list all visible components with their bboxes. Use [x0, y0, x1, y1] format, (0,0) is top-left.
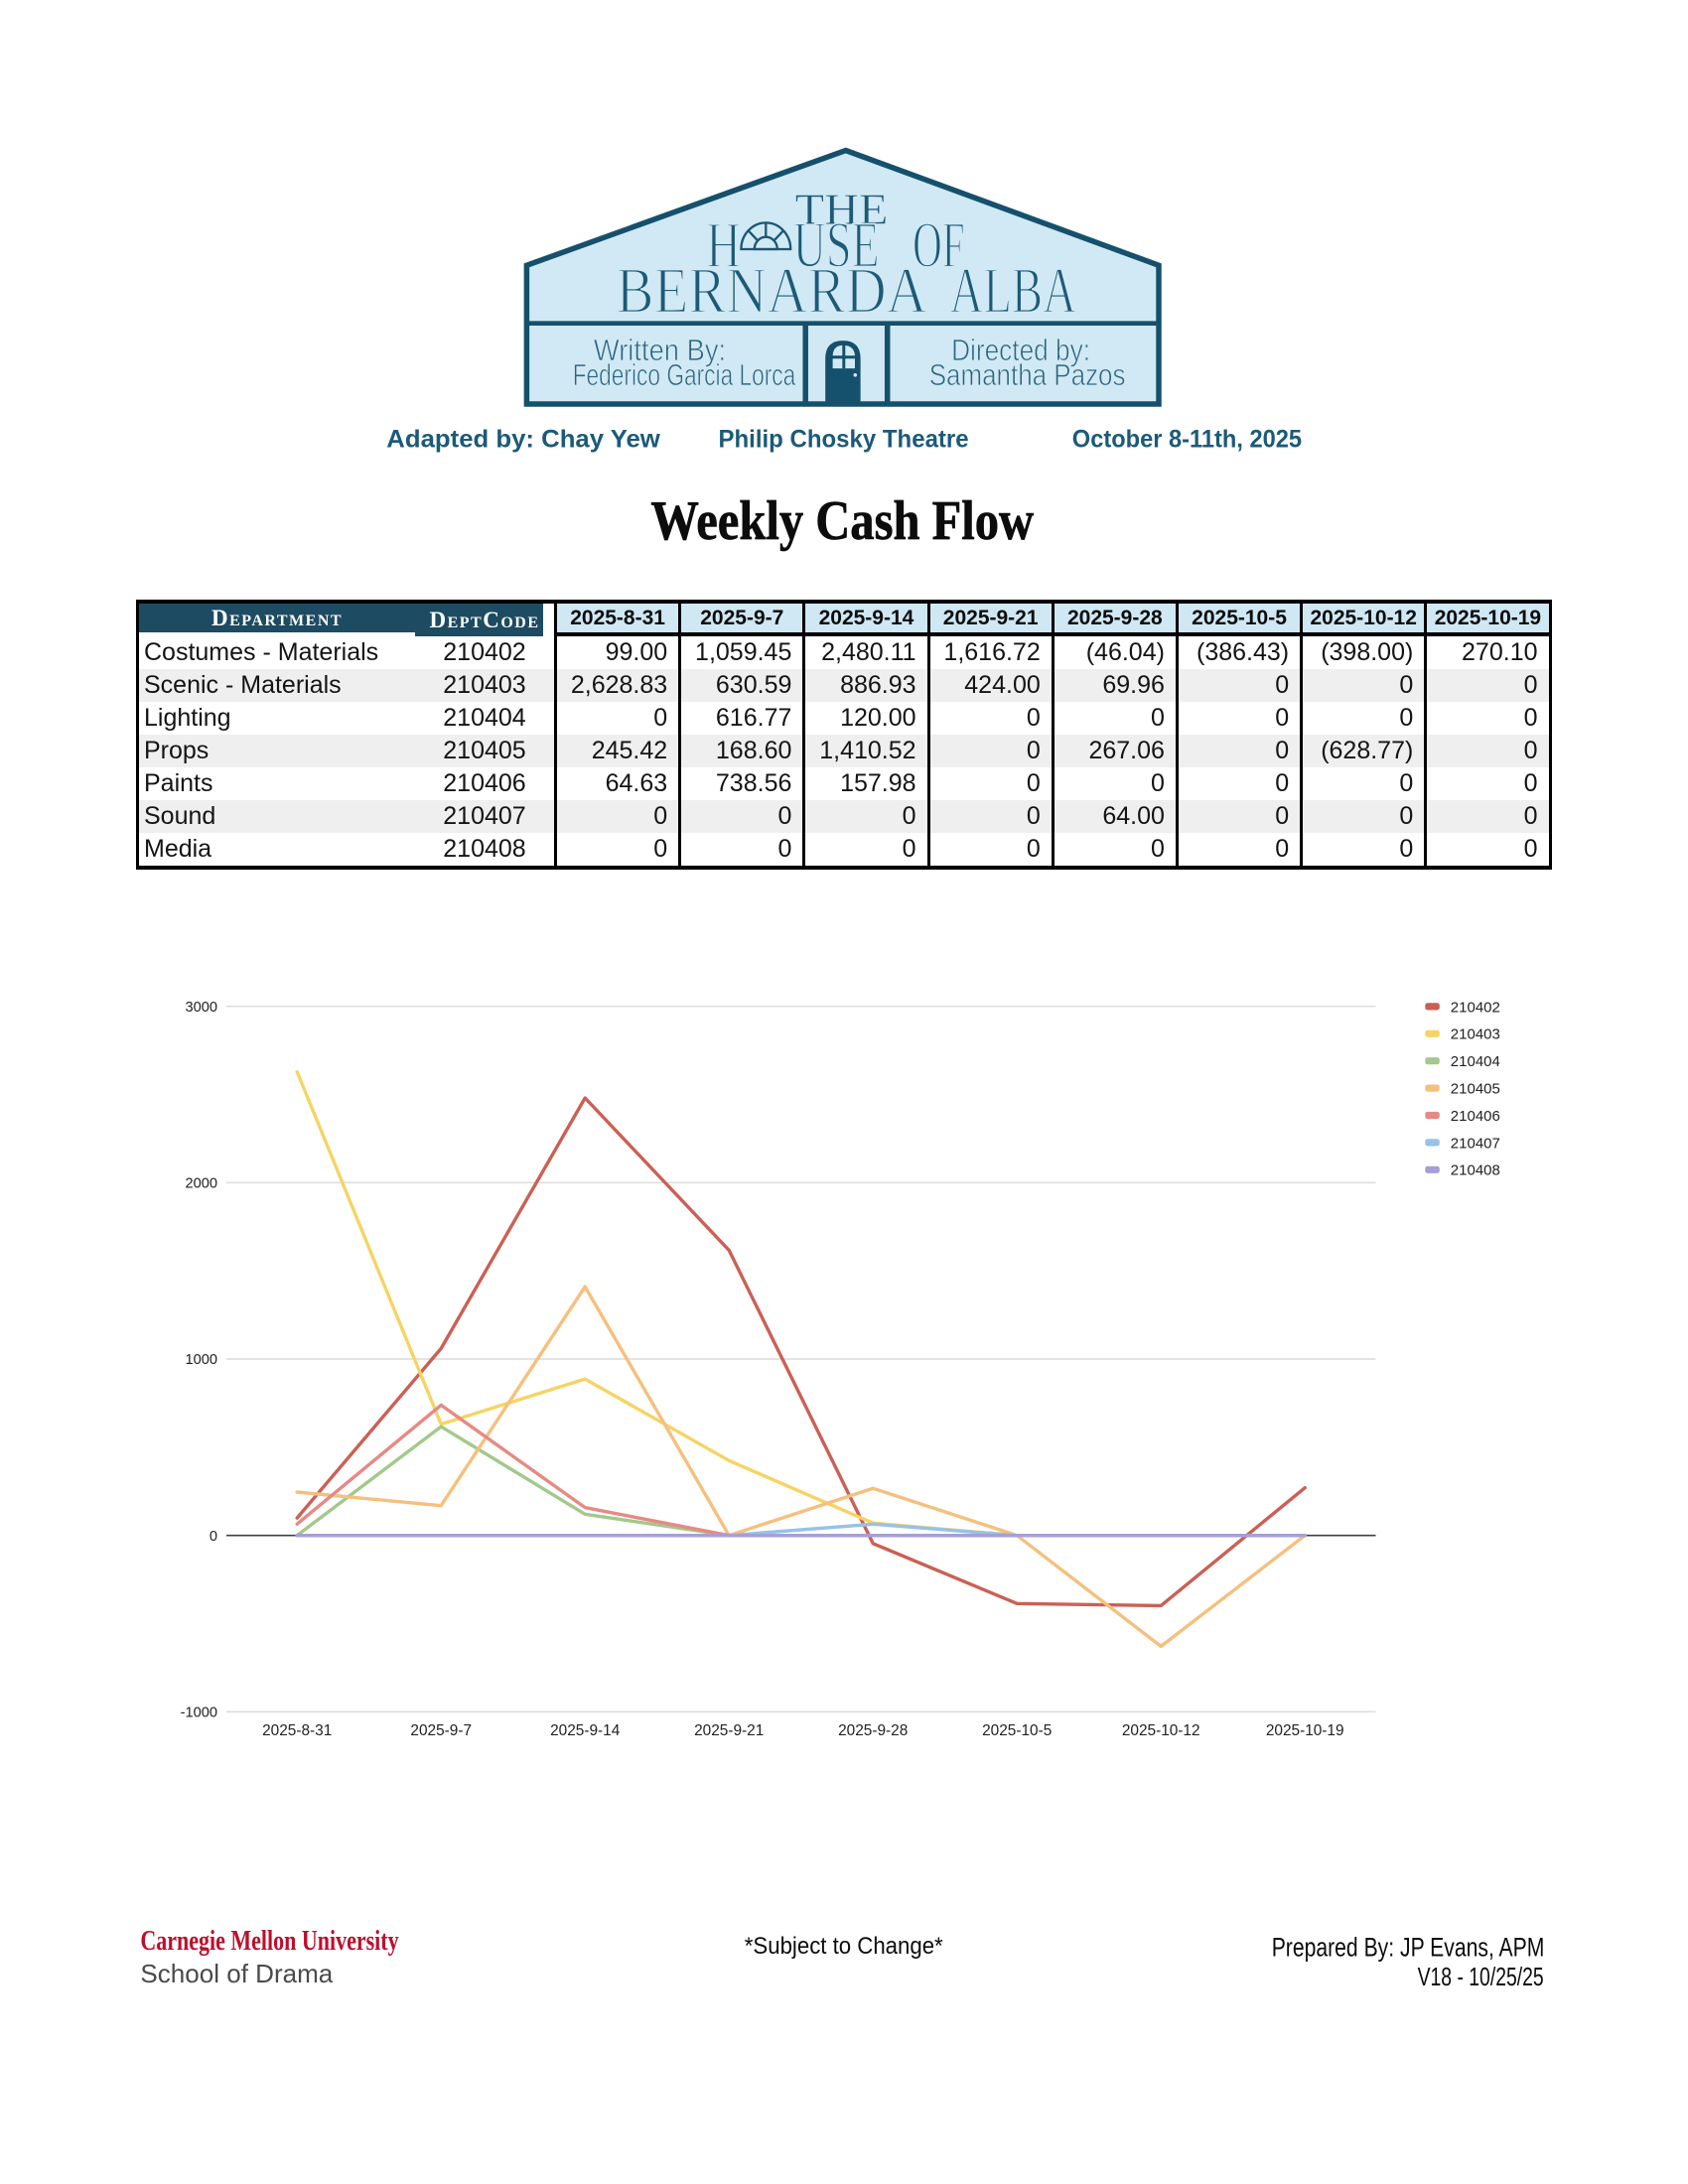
- svg-text:Directed by:: Directed by:: [951, 333, 1090, 367]
- svg-text:2025-9-21: 2025-9-21: [694, 1722, 764, 1739]
- svg-text:2025-10-12: 2025-10-12: [1122, 1722, 1200, 1739]
- svg-text:210404: 210404: [1451, 1053, 1500, 1070]
- svg-text:Prepared By: JP Evans, APM: Prepared By: JP Evans, APM: [1272, 1933, 1545, 1963]
- svg-text:210402: 210402: [1451, 999, 1500, 1016]
- svg-text:Philip Chosky Theatre: Philip Chosky Theatre: [719, 426, 969, 453]
- svg-text:OF: OF: [913, 208, 964, 281]
- svg-text:Carnegie Mellon University: Carnegie Mellon University: [140, 1926, 398, 1957]
- svg-text:*Subject to Change*: *Subject to Change*: [745, 1934, 943, 1960]
- svg-text:October 8-11th, 2025: October 8-11th, 2025: [1072, 426, 1302, 453]
- svg-text:Written By:: Written By:: [594, 333, 726, 367]
- svg-text:0: 0: [210, 1529, 217, 1545]
- svg-text:2025-10-5: 2025-10-5: [982, 1722, 1052, 1739]
- svg-text:H: H: [706, 208, 741, 281]
- svg-text:BERNARDA: BERNARDA: [617, 254, 928, 327]
- svg-text:ALBA: ALBA: [950, 254, 1077, 327]
- svg-text:2000: 2000: [186, 1176, 217, 1192]
- svg-text:1000: 1000: [186, 1352, 217, 1368]
- svg-text:School of Drama: School of Drama: [140, 1959, 333, 1988]
- svg-text:2025-8-31: 2025-8-31: [262, 1722, 332, 1739]
- svg-text:2025-9-28: 2025-9-28: [838, 1722, 908, 1739]
- svg-text:2025-10-19: 2025-10-19: [1266, 1722, 1344, 1739]
- svg-text:210405: 210405: [1451, 1081, 1500, 1098]
- svg-text:V18 - 10/25/25: V18 - 10/25/25: [1418, 1962, 1544, 1991]
- svg-text:Samantha Pazos: Samantha Pazos: [929, 357, 1126, 392]
- svg-text:THE: THE: [795, 185, 889, 233]
- svg-text:3000: 3000: [186, 1000, 217, 1016]
- svg-text:210403: 210403: [1451, 1026, 1500, 1043]
- svg-text:2025-9-7: 2025-9-7: [410, 1722, 472, 1739]
- svg-text:210408: 210408: [1451, 1162, 1500, 1179]
- svg-text:210407: 210407: [1451, 1135, 1500, 1152]
- svg-text:2025-9-14: 2025-9-14: [550, 1722, 621, 1739]
- svg-text:210406: 210406: [1451, 1108, 1500, 1125]
- svg-text:Federico Garcia Lorca: Federico Garcia Lorca: [573, 357, 796, 392]
- svg-text:Adapted by: Chay Yew: Adapted by: Chay Yew: [386, 426, 660, 453]
- svg-text:USE: USE: [793, 208, 880, 281]
- svg-text:-1000: -1000: [181, 1706, 217, 1721]
- svg-text:Weekly Cash Flow: Weekly Cash Flow: [650, 490, 1034, 552]
